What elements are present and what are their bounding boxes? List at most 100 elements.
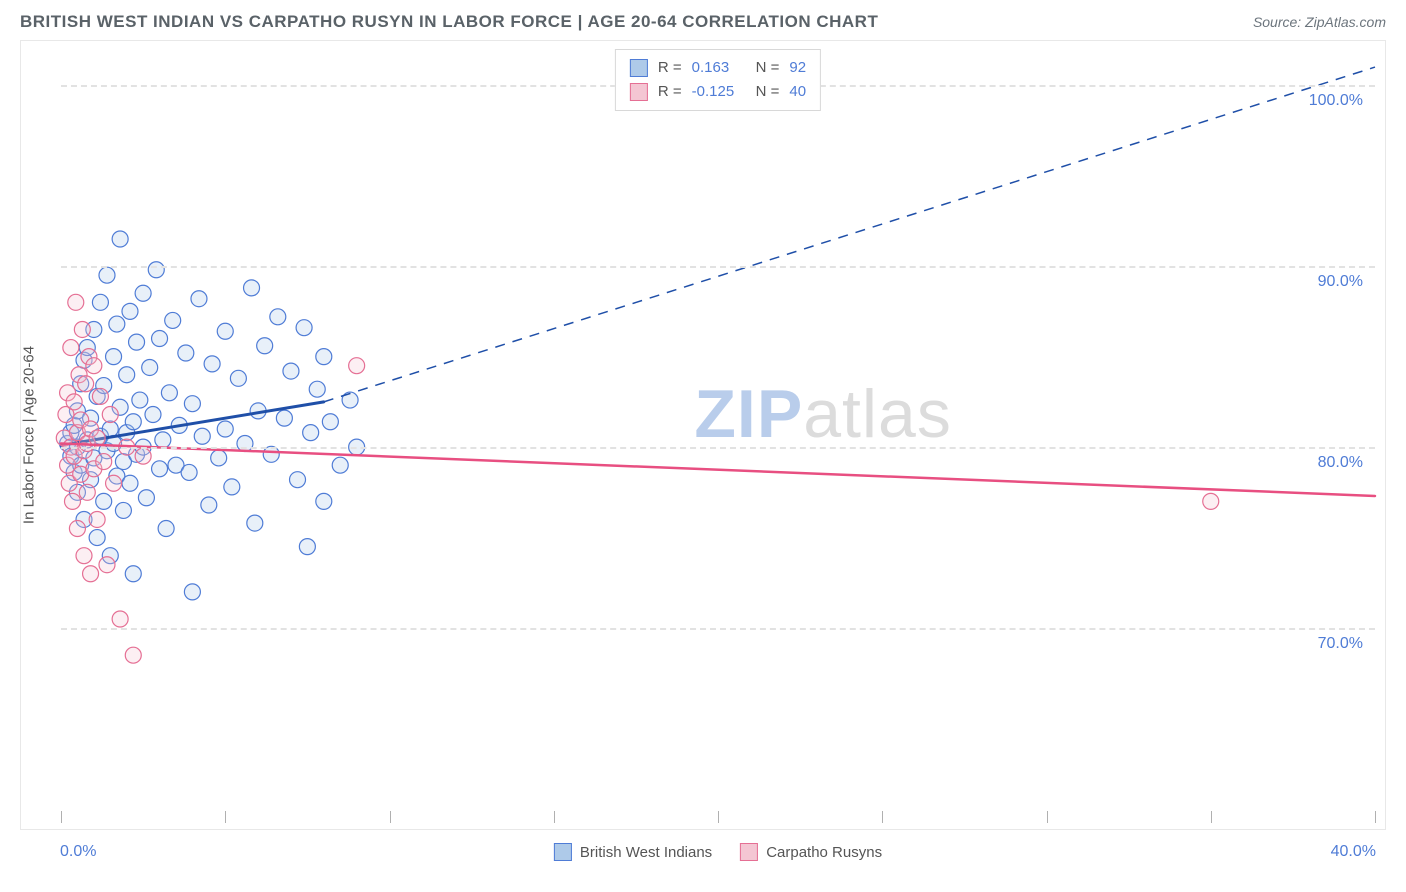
data-point-cr [1203,493,1219,509]
data-point-cr [86,358,102,374]
x-tick [225,811,226,823]
y-tick-label: 70.0% [1318,635,1363,653]
data-point-cr [89,511,105,527]
x-tick [1375,811,1376,823]
data-point-bwi [96,493,112,509]
data-point-bwi [158,521,174,537]
legend-label-cr: Carpatho Rusyns [766,844,882,861]
data-point-bwi [115,502,131,518]
legend-item-bwi: British West Indians [554,843,712,861]
data-point-cr [79,484,95,500]
data-point-bwi [178,345,194,361]
data-point-bwi [204,356,220,372]
data-point-bwi [201,497,217,513]
data-point-bwi [290,472,306,488]
y-tick-label: 80.0% [1318,454,1363,472]
data-point-bwi [145,407,161,423]
data-point-cr [135,448,151,464]
data-point-bwi [332,457,348,473]
header: BRITISH WEST INDIAN VS CARPATHO RUSYN IN… [0,0,1406,40]
data-point-bwi [342,392,358,408]
y-tick-label: 100.0% [1309,92,1363,110]
correlation-legend: R = 0.163 N = 92 R = -0.125 N = 40 [615,49,821,111]
data-point-bwi [152,461,168,477]
trend-line-dashed-bwi [324,67,1375,402]
data-point-bwi [135,285,151,301]
data-point-bwi [296,320,312,336]
x-tick [1211,811,1212,823]
data-point-cr [99,557,115,573]
data-point-bwi [122,475,138,491]
data-point-bwi [152,331,168,347]
data-point-bwi [322,414,338,430]
data-point-bwi [316,493,332,509]
data-point-cr [63,340,79,356]
data-point-bwi [244,280,260,296]
legend-row-cr: R = -0.125 N = 40 [630,80,806,104]
data-point-bwi [142,359,158,375]
data-point-bwi [276,410,292,426]
data-point-cr [125,647,141,663]
plot-svg [61,49,1375,809]
trend-line-cr [61,443,1375,495]
swatch-bwi [630,59,648,77]
x-tick [1047,811,1048,823]
data-point-cr [64,493,80,509]
data-point-bwi [132,392,148,408]
data-point-bwi [224,479,240,495]
legend-swatch-bwi [554,843,572,861]
data-point-cr [106,475,122,491]
legend-item-cr: Carpatho Rusyns [740,843,882,861]
data-point-bwi [122,303,138,319]
data-point-bwi [112,231,128,247]
y-tick-label: 90.0% [1318,273,1363,291]
data-point-bwi [129,334,145,350]
data-point-bwi [184,396,200,412]
data-point-bwi [165,312,181,328]
data-point-bwi [125,566,141,582]
data-point-bwi [191,291,207,307]
data-point-bwi [217,421,233,437]
legend-label-bwi: British West Indians [580,844,712,861]
data-point-bwi [283,363,299,379]
data-point-bwi [257,338,273,354]
x-tick [61,811,62,823]
grid-line [61,447,1375,449]
x-min-label: 0.0% [60,843,96,861]
data-point-bwi [92,294,108,310]
x-tick [390,811,391,823]
r-value-cr: -0.125 [692,80,746,104]
data-point-bwi [106,349,122,365]
data-point-cr [96,454,112,470]
data-point-cr [349,358,365,374]
data-point-bwi [211,450,227,466]
data-point-bwi [194,428,210,444]
data-point-bwi [99,267,115,283]
n-value-cr: 40 [789,80,806,104]
data-point-cr [68,294,84,310]
data-point-cr [76,548,92,564]
data-point-bwi [217,323,233,339]
data-point-bwi [148,262,164,278]
data-point-bwi [89,530,105,546]
data-point-bwi [309,381,325,397]
series-legend: British West Indians Carpatho Rusyns [554,843,882,861]
data-point-bwi [155,432,171,448]
data-point-bwi [303,425,319,441]
legend-row-bwi: R = 0.163 N = 92 [630,56,806,80]
data-point-bwi [247,515,263,531]
data-point-bwi [109,316,125,332]
data-point-bwi [270,309,286,325]
data-point-cr [102,407,118,423]
data-point-cr [112,611,128,627]
data-point-bwi [230,370,246,386]
x-tick [718,811,719,823]
chart-container: In Labor Force | Age 20-64 R = 0.163 N =… [20,40,1386,830]
data-point-cr [78,376,94,392]
x-tick [882,811,883,823]
data-point-bwi [125,414,141,430]
data-point-cr [83,566,99,582]
data-point-bwi [119,367,135,383]
data-point-bwi [181,464,197,480]
y-axis-title: In Labor Force | Age 20-64 [21,346,38,524]
